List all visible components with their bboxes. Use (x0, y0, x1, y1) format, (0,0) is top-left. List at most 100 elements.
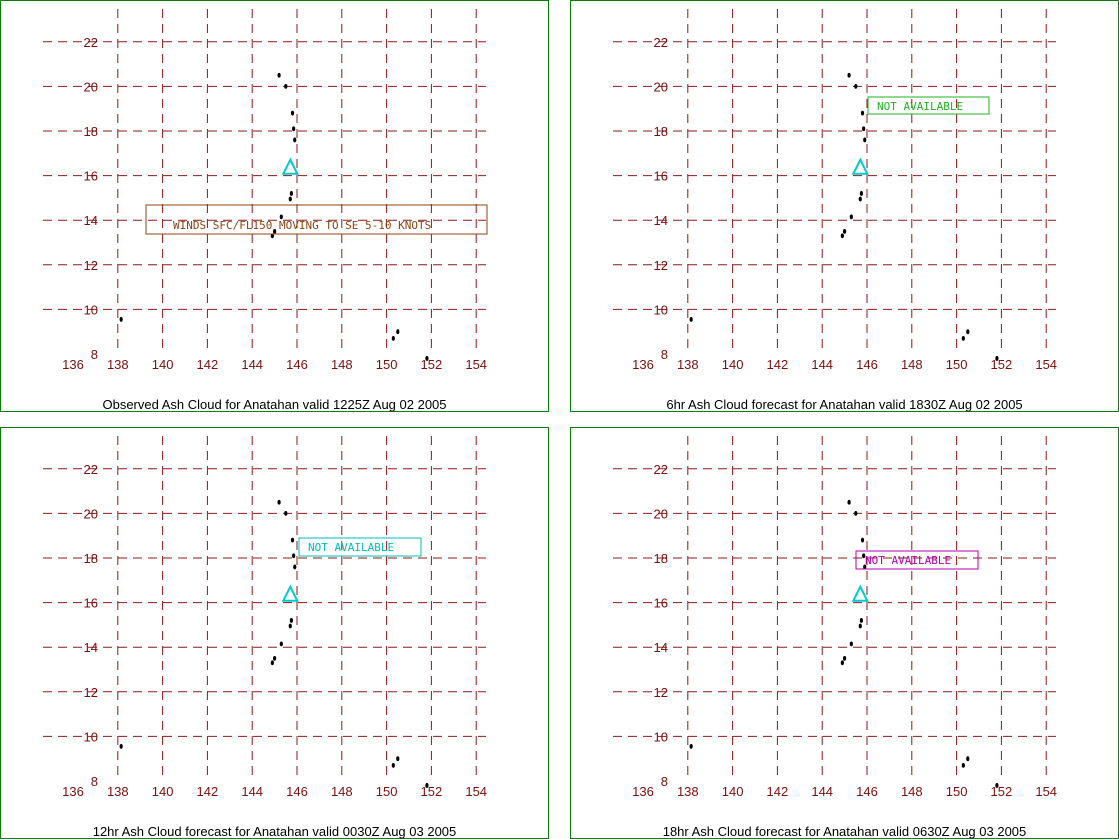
y-tick-label: 18 (654, 124, 668, 139)
island-mark (862, 126, 866, 132)
island-mark (854, 84, 858, 89)
annotation-text: WINDS SFC/FL150 MOVING TO SE 5-10 KNOTS (173, 219, 431, 232)
annotation-text: NOT AVAILABLE (877, 100, 963, 113)
x-tick-label: 152 (421, 357, 443, 372)
islands (689, 499, 999, 788)
island-mark (425, 783, 429, 788)
island-mark (119, 744, 123, 749)
island-mark (277, 72, 281, 78)
y-tick-label: 20 (654, 79, 668, 94)
x-tick-label: 148 (901, 784, 923, 799)
x-tick-label: 144 (241, 357, 263, 372)
island-mark (292, 553, 296, 559)
annotation-text: NOT AVAILABLE (308, 541, 394, 554)
map-12hr: 136 138 140 142 144 146 148 150 152 154 8 10 12 14 16 1… (43, 436, 487, 799)
x-tick-label: 146 (856, 784, 878, 799)
x-tick-label: 144 (241, 784, 263, 799)
island-mark (858, 196, 862, 202)
x-tick-label: 136 (62, 357, 84, 372)
islands (689, 72, 999, 361)
x-tick-label: 154 (1035, 784, 1057, 799)
x-tick-label: 146 (286, 784, 308, 799)
island-mark (860, 537, 865, 543)
x-tick-label: 150 (946, 357, 968, 372)
y-tick-label: 16 (84, 596, 98, 611)
grid-lines (43, 9, 486, 354)
y-tick-label: 8 (91, 774, 98, 789)
map-panel-6hr: 136 138 140 142 144 146 148 150 152 154 8 10 12 14 16 1… (570, 0, 1119, 412)
map-observed: 136 138 140 142 144 146 148 150 152 154 8 10 12 14 16 1… (43, 9, 488, 372)
panel-caption: Observed Ash Cloud for Anatahan valid 12… (102, 397, 447, 412)
island-mark (858, 623, 862, 629)
island-mark (860, 110, 865, 116)
x-tick-label: 150 (946, 784, 968, 799)
x-tick-label: 140 (152, 784, 174, 799)
island-mark (961, 335, 965, 341)
y-tick-label: 8 (661, 774, 668, 789)
y-tick-label: 12 (84, 258, 98, 273)
triangle-icon (281, 584, 299, 602)
island-mark (966, 756, 970, 762)
annotation-box (298, 537, 422, 557)
island-mark (290, 537, 295, 543)
x-tick-label: 148 (331, 357, 353, 372)
island-mark (854, 511, 858, 516)
triangle-icon (851, 584, 869, 602)
island-mark (289, 191, 293, 196)
y-tick-label: 8 (91, 347, 98, 362)
island-mark (288, 623, 292, 629)
x-tick-label: 138 (677, 357, 699, 372)
island-mark (961, 762, 965, 768)
island-mark (279, 214, 283, 220)
island-mark (391, 335, 395, 341)
y-tick-label: 14 (84, 640, 98, 655)
x-tick-label: 150 (376, 357, 398, 372)
island-mark (995, 356, 999, 361)
island-mark (689, 744, 693, 749)
island-mark (273, 228, 277, 234)
island-mark (119, 317, 123, 322)
x-tick-label: 142 (767, 357, 789, 372)
x-tick-label: 152 (421, 784, 443, 799)
y-tick-label: 22 (84, 462, 98, 477)
island-mark (863, 564, 867, 570)
grid-lines (613, 9, 1056, 354)
x-tick-label: 154 (1035, 357, 1057, 372)
x-tick-label: 136 (632, 784, 654, 799)
annotation-box (145, 204, 488, 235)
x-tick-label: 146 (856, 357, 878, 372)
y-tick-label: 12 (84, 685, 98, 700)
island-mark (277, 499, 281, 505)
island-mark (425, 356, 429, 361)
island-mark (849, 214, 853, 220)
triangle-icon (851, 157, 869, 175)
island-mark (290, 110, 295, 116)
island-mark (288, 196, 292, 202)
annotation-text: NOT AVAILABLE (865, 554, 951, 567)
x-tick-label: 142 (197, 784, 219, 799)
annotation-box (855, 550, 979, 570)
x-tick-label: 140 (722, 357, 744, 372)
grid-lines (613, 436, 1056, 781)
y-tick-label: 14 (654, 640, 668, 655)
y-tick-label: 12 (654, 685, 668, 700)
island-mark (863, 137, 867, 143)
x-tick-label: 146 (286, 357, 308, 372)
island-mark (859, 191, 863, 196)
y-tick-label: 10 (654, 302, 668, 317)
x-tick-label: 136 (62, 784, 84, 799)
islands (119, 72, 429, 361)
x-tick-label: 140 (152, 357, 174, 372)
x-tick-label: 150 (376, 784, 398, 799)
y-tick-label: 20 (654, 506, 668, 521)
y-tick-label: 10 (84, 729, 98, 744)
y-tick-label: 18 (654, 551, 668, 566)
y-tick-label: 14 (84, 213, 98, 228)
map-panel-18hr: 136 138 140 142 144 146 148 150 152 154 8 10 12 14 16 1… (570, 427, 1119, 839)
island-mark (843, 228, 847, 234)
island-mark (859, 618, 863, 623)
island-mark (966, 329, 970, 335)
y-tick-label: 12 (654, 258, 668, 273)
islands (119, 499, 429, 788)
triangle-icon (281, 157, 299, 175)
